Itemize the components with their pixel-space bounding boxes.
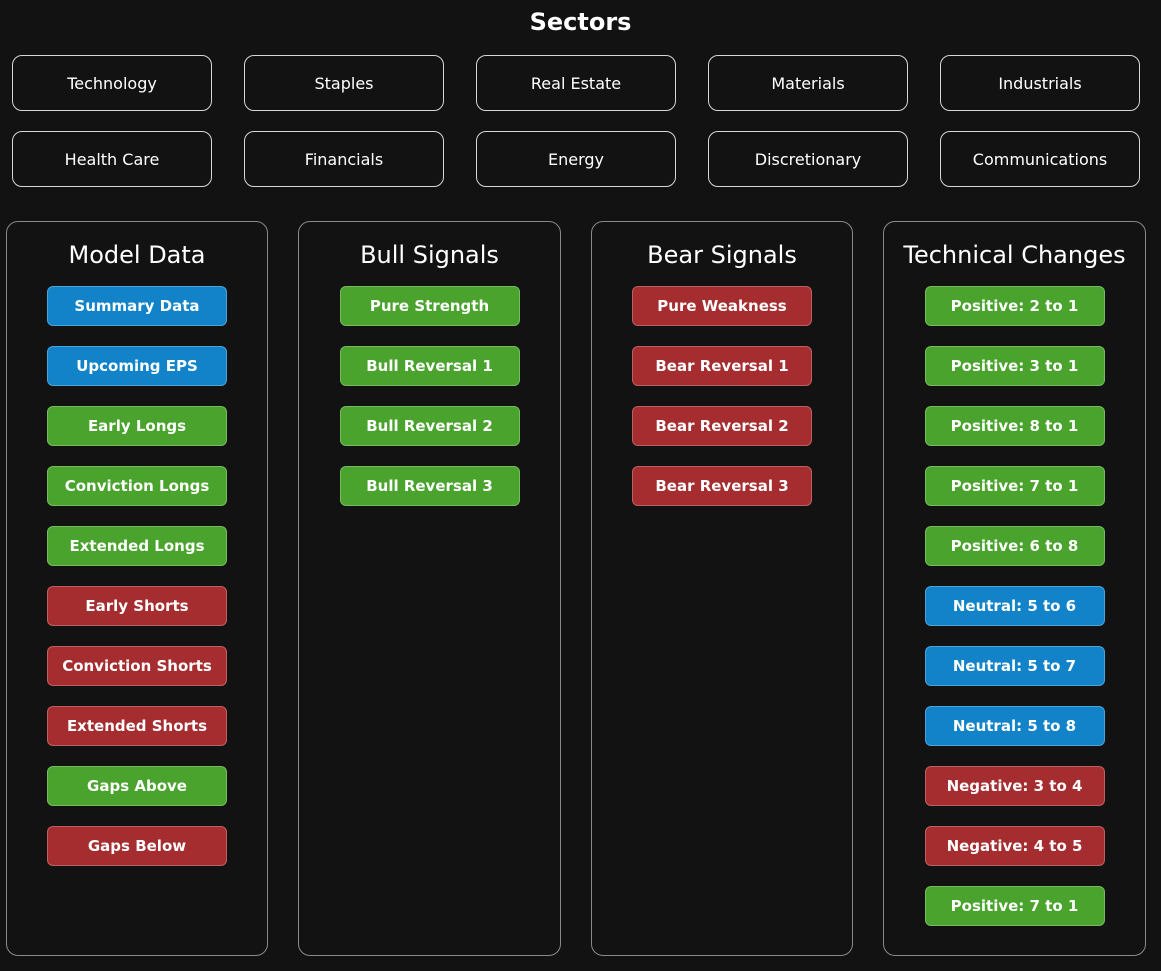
conviction-longs-button[interactable]: Conviction Longs — [47, 466, 227, 506]
negative-3-to-4-button[interactable]: Negative: 3 to 4 — [924, 766, 1105, 806]
panel-title: Technical Changes — [903, 241, 1126, 269]
sector-button-materials[interactable]: Materials — [708, 55, 908, 111]
sector-button-industrials[interactable]: Industrials — [940, 55, 1140, 111]
sector-button-communications[interactable]: Communications — [940, 131, 1140, 187]
positive-2-to-1-button[interactable]: Positive: 2 to 1 — [924, 286, 1105, 326]
neutral-5-to-6-button[interactable]: Neutral: 5 to 6 — [924, 586, 1105, 626]
early-longs-button[interactable]: Early Longs — [47, 406, 227, 446]
button-list: Pure Weakness Bear Reversal 1 Bear Rever… — [592, 286, 852, 506]
positive-6-to-8-button[interactable]: Positive: 6 to 8 — [924, 526, 1105, 566]
sector-button-financials[interactable]: Financials — [244, 131, 444, 187]
early-shorts-button[interactable]: Early Shorts — [47, 586, 227, 626]
gaps-above-button[interactable]: Gaps Above — [47, 766, 227, 806]
conviction-shorts-button[interactable]: Conviction Shorts — [47, 646, 227, 686]
sector-button-health-care[interactable]: Health Care — [12, 131, 212, 187]
button-list: Pure Strength Bull Reversal 1 Bull Rever… — [299, 286, 560, 506]
neutral-5-to-8-button[interactable]: Neutral: 5 to 8 — [924, 706, 1105, 746]
bear-reversal-2-button[interactable]: Bear Reversal 2 — [632, 406, 812, 446]
bear-reversal-1-button[interactable]: Bear Reversal 1 — [632, 346, 812, 386]
upcoming-eps-button[interactable]: Upcoming EPS — [47, 346, 227, 386]
extended-shorts-button[interactable]: Extended Shorts — [47, 706, 227, 746]
bull-reversal-1-button[interactable]: Bull Reversal 1 — [339, 346, 520, 386]
panel-title: Model Data — [68, 241, 206, 269]
positive-3-to-1-button[interactable]: Positive: 3 to 1 — [924, 346, 1105, 386]
sector-button-staples[interactable]: Staples — [244, 55, 444, 111]
sectors-title: Sectors — [529, 8, 632, 36]
bull-reversal-2-button[interactable]: Bull Reversal 2 — [339, 406, 520, 446]
model-data-panel: Model Data Summary Data Upcoming EPS Ear… — [6, 221, 268, 956]
button-list: Summary Data Upcoming EPS Early Longs Co… — [7, 286, 267, 866]
bear-reversal-3-button[interactable]: Bear Reversal 3 — [632, 466, 812, 506]
pure-weakness-button[interactable]: Pure Weakness — [632, 286, 812, 326]
positive-7-to-1-button-2[interactable]: Positive: 7 to 1 — [924, 886, 1105, 926]
panel-title: Bull Signals — [360, 241, 499, 269]
sector-button-discretionary[interactable]: Discretionary — [708, 131, 908, 187]
technical-changes-panel: Technical Changes Positive: 2 to 1 Posit… — [883, 221, 1146, 956]
negative-4-to-5-button[interactable]: Negative: 4 to 5 — [924, 826, 1105, 866]
sector-grid: Technology Staples Real Estate Materials… — [12, 55, 1140, 187]
button-list: Positive: 2 to 1 Positive: 3 to 1 Positi… — [884, 286, 1145, 926]
neutral-5-to-7-button[interactable]: Neutral: 5 to 7 — [924, 646, 1105, 686]
pure-strength-button[interactable]: Pure Strength — [339, 286, 520, 326]
bear-signals-panel: Bear Signals Pure Weakness Bear Reversal… — [591, 221, 853, 956]
bull-reversal-3-button[interactable]: Bull Reversal 3 — [339, 466, 520, 506]
bull-signals-panel: Bull Signals Pure Strength Bull Reversal… — [298, 221, 561, 956]
gaps-below-button[interactable]: Gaps Below — [47, 826, 227, 866]
panel-title: Bear Signals — [647, 241, 797, 269]
summary-data-button[interactable]: Summary Data — [47, 286, 227, 326]
sector-button-energy[interactable]: Energy — [476, 131, 676, 187]
positive-7-to-1-button[interactable]: Positive: 7 to 1 — [924, 466, 1105, 506]
extended-longs-button[interactable]: Extended Longs — [47, 526, 227, 566]
positive-8-to-1-button[interactable]: Positive: 8 to 1 — [924, 406, 1105, 446]
sector-button-real-estate[interactable]: Real Estate — [476, 55, 676, 111]
sector-button-technology[interactable]: Technology — [12, 55, 212, 111]
